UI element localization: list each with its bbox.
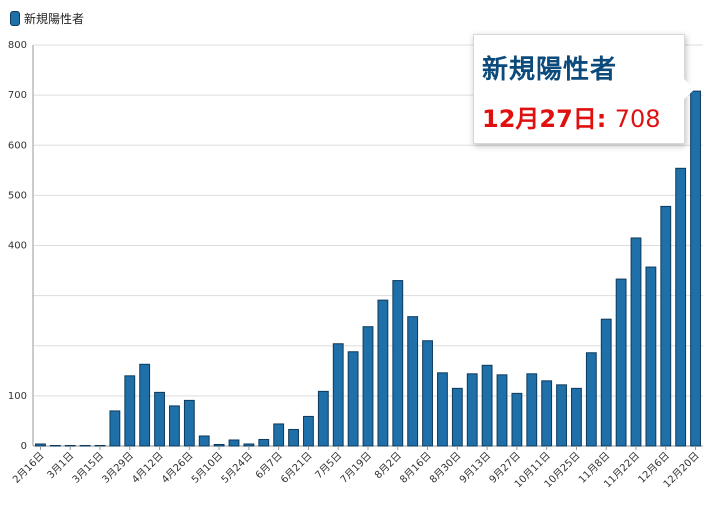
bar[interactable] <box>511 392 523 447</box>
tooltip-date: 12月27日: <box>482 105 607 133</box>
x-tick-label: 4月26日 <box>159 450 195 486</box>
bar[interactable] <box>675 167 687 447</box>
bar[interactable] <box>35 443 46 447</box>
bar[interactable] <box>615 278 627 447</box>
bar[interactable] <box>451 387 463 447</box>
bar[interactable] <box>228 439 240 447</box>
tooltip: 新規陽性者 12月27日: 708 <box>473 34 695 144</box>
x-tick-label: 4月12日 <box>130 450 166 486</box>
bar[interactable] <box>496 374 508 447</box>
y-tick-label: 100 <box>8 391 27 402</box>
bar[interactable] <box>556 384 567 447</box>
bar[interactable] <box>288 428 299 447</box>
bar[interactable] <box>422 340 433 447</box>
bar[interactable] <box>437 372 448 447</box>
bar[interactable] <box>109 410 121 447</box>
bar[interactable] <box>600 318 612 447</box>
bar[interactable] <box>347 351 359 447</box>
bar[interactable] <box>49 444 61 447</box>
x-tick-label: 9月13日 <box>457 450 493 486</box>
bar[interactable] <box>526 373 538 447</box>
y-tick-labels: 0 100 400 500 600 700 800 <box>8 40 27 452</box>
bar[interactable] <box>124 375 136 447</box>
y-tick-label: 800 <box>8 40 27 51</box>
bar[interactable] <box>79 444 91 447</box>
bar[interactable] <box>466 373 478 447</box>
bars <box>35 90 701 447</box>
bar[interactable] <box>303 415 314 447</box>
legend[interactable]: 新規陽性者 <box>10 10 84 27</box>
x-tick-label: 6月21日 <box>278 450 314 486</box>
bar[interactable] <box>64 444 76 447</box>
y-tick-label: 700 <box>8 90 27 101</box>
x-tick-label: 7月19日 <box>338 450 374 486</box>
bar[interactable] <box>198 435 210 447</box>
bar[interactable] <box>362 326 374 447</box>
bar[interactable] <box>273 423 285 447</box>
bar[interactable] <box>213 443 225 447</box>
bar[interactable] <box>630 237 642 447</box>
tooltip-value: 708 <box>614 105 661 133</box>
bar[interactable] <box>392 280 404 447</box>
x-tick-label: 5月10日 <box>189 450 225 486</box>
x-tick-label: 8月16日 <box>398 450 434 486</box>
bar[interactable] <box>317 390 329 447</box>
tooltip-line: 12月27日: 708 <box>482 99 661 134</box>
bar[interactable] <box>258 438 270 447</box>
x-tick-label: 2月16日 <box>10 450 46 486</box>
x-tick-label: 5月24日 <box>219 450 255 486</box>
bar[interactable] <box>481 364 493 447</box>
x-tick-label: 3月15日 <box>70 450 106 486</box>
bar[interactable] <box>169 405 180 447</box>
legend-label: 新規陽性者 <box>24 12 85 26</box>
x-tick-label: 3月29日 <box>100 450 136 486</box>
bar[interactable] <box>377 299 389 447</box>
legend-swatch <box>10 11 20 26</box>
bar[interactable] <box>154 391 165 447</box>
bar[interactable] <box>183 399 195 447</box>
tooltip-arrow <box>684 79 695 99</box>
bar[interactable] <box>332 343 344 447</box>
y-tick-label: 400 <box>8 241 27 252</box>
y-tick-label: 0 <box>21 441 27 452</box>
bar[interactable] <box>660 205 672 447</box>
y-tick-label: 600 <box>8 140 27 151</box>
bar[interactable] <box>690 90 701 447</box>
bar[interactable] <box>94 444 106 447</box>
bar[interactable] <box>585 352 597 447</box>
bar[interactable] <box>571 387 582 447</box>
bar[interactable] <box>541 380 553 447</box>
tooltip-title: 新規陽性者 <box>482 55 618 85</box>
y-tick-label: 500 <box>8 190 27 201</box>
x-tick-labels: 2月16日3月1日3月15日3月29日4月12日4月26日5月10日5月24日6… <box>10 446 702 490</box>
bar[interactable] <box>407 316 419 447</box>
bar[interactable] <box>139 363 151 447</box>
x-tick-label: 8月30日 <box>427 450 463 486</box>
bar[interactable] <box>645 266 657 447</box>
bar[interactable] <box>243 443 255 447</box>
